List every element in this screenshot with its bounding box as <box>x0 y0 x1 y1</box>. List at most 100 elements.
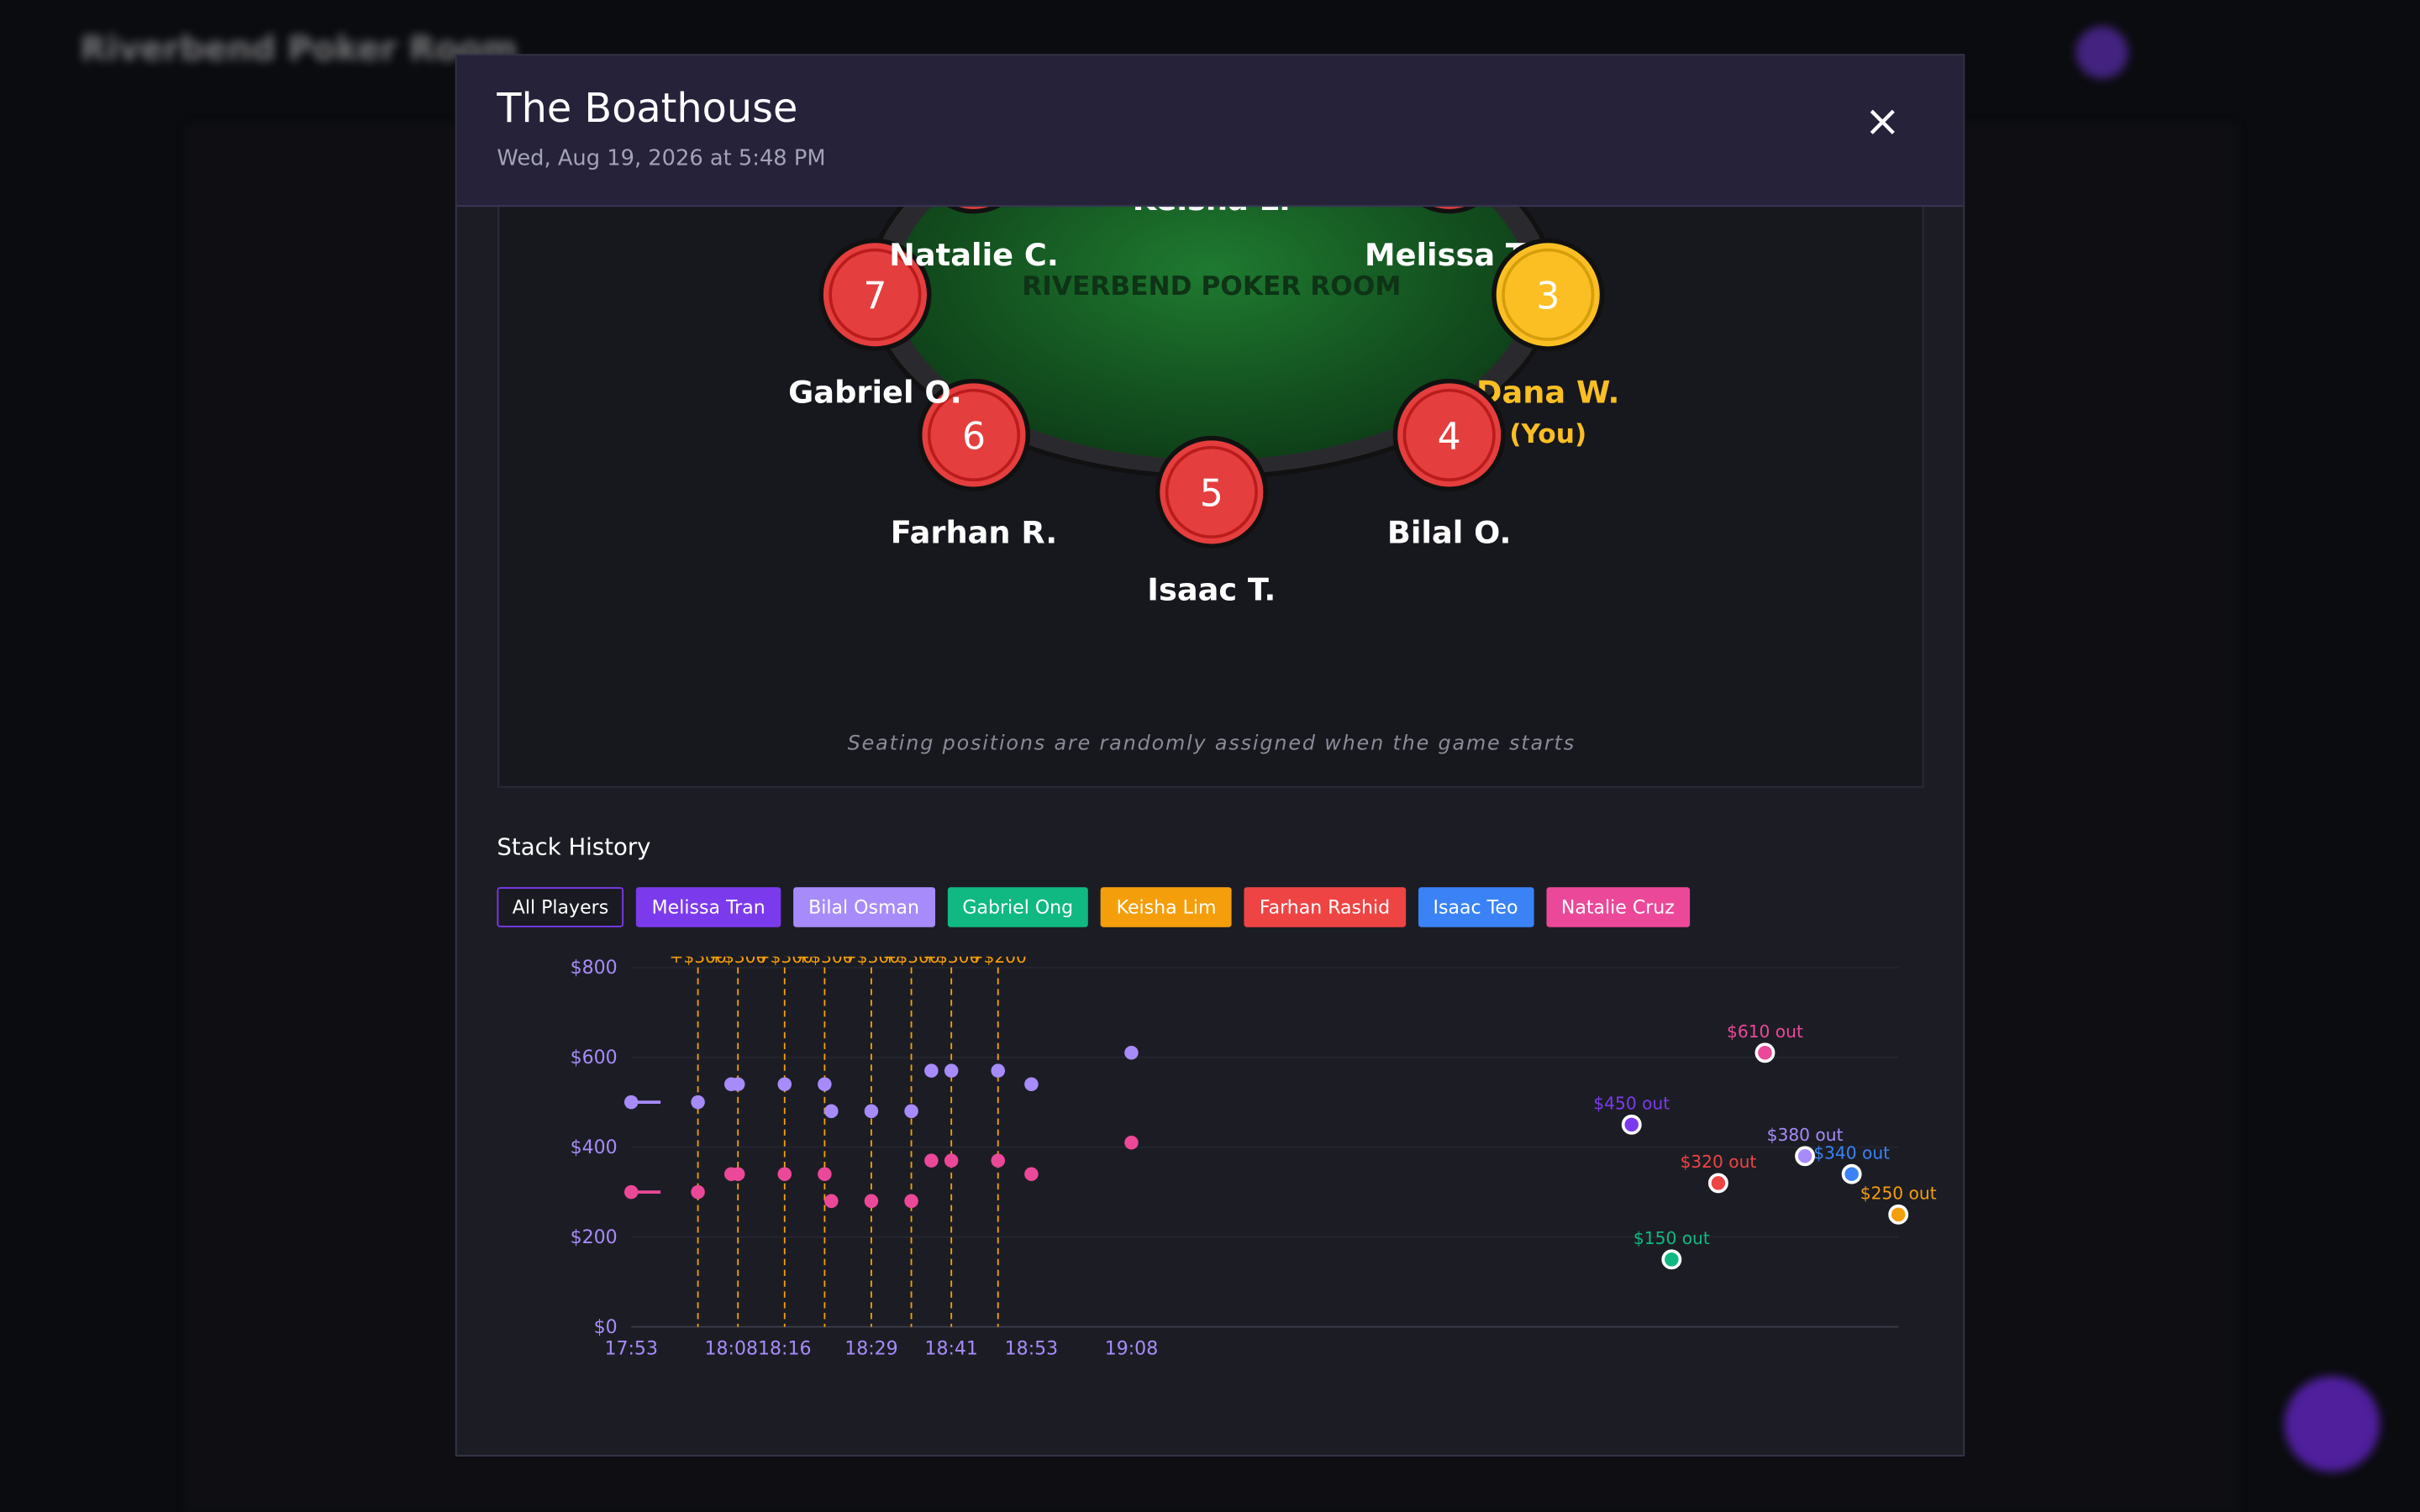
site-title: Riverbend Poker Room <box>80 30 518 70</box>
rebuy-label: +$300 <box>796 947 853 967</box>
stack-point <box>924 1153 939 1168</box>
seat-name: Isaac T. <box>1147 571 1276 607</box>
seat <box>818 238 932 351</box>
stack-point <box>730 1167 745 1181</box>
stack-point <box>991 1063 1006 1078</box>
rebuy-label: +$300 <box>709 947 766 967</box>
stack-point <box>623 1095 639 1110</box>
stack-point <box>777 1167 792 1181</box>
seat-name: Dana W. <box>1476 374 1619 410</box>
stack-point <box>924 1063 939 1078</box>
stack-point <box>1124 1046 1139 1060</box>
seat <box>1491 238 1605 351</box>
stack-point <box>777 1077 792 1091</box>
stack-point <box>1024 1077 1039 1091</box>
filter-button[interactable]: Melissa Tran <box>636 887 781 927</box>
cash-out-label: $380 out <box>1767 1125 1844 1145</box>
seat-ring <box>829 248 922 341</box>
cash-out-point <box>1661 1249 1682 1270</box>
y-tick-label: $800 <box>571 958 618 979</box>
seat-ring <box>1165 445 1258 539</box>
modal-title: The Boathouse <box>497 86 798 133</box>
close-button[interactable]: × <box>1864 95 1901 147</box>
seat <box>917 378 1031 492</box>
seat-ring <box>1402 388 1496 482</box>
filter-button[interactable]: Isaac Teo <box>1418 887 1534 927</box>
rebuy-label: +$300 <box>882 947 939 967</box>
seat-ring <box>1502 248 1595 341</box>
seat-number: 5 <box>1200 472 1223 515</box>
cash-out-label: $320 out <box>1680 1152 1756 1172</box>
x-tick-label: 19:08 <box>1105 1339 1158 1360</box>
cash-out-point <box>1754 1042 1776 1063</box>
seat-name: Gabriel O. <box>788 374 962 410</box>
modal-subtitle: Wed, Aug 19, 2026 at 5:48 PM <box>497 146 826 171</box>
cash-out-label: $450 out <box>1593 1093 1670 1113</box>
cash-out-label: $340 out <box>1813 1142 1890 1163</box>
x-tick-label: 18:41 <box>924 1339 978 1360</box>
y-tick-label: $400 <box>571 1137 618 1158</box>
stack-point <box>1024 1167 1039 1181</box>
modal-body: RIVERBEND POKER ROOM1Keisha L.2Melissa T… <box>497 181 1937 1360</box>
stack-point <box>904 1104 918 1119</box>
cash-out-point <box>1888 1204 1909 1225</box>
filter-button[interactable]: Natalie Cruz <box>1545 887 1691 927</box>
filter-button[interactable]: Gabriel Ong <box>947 887 1089 927</box>
stack-point <box>691 1095 705 1110</box>
avatar <box>2075 26 2128 79</box>
felt-text: RIVERBEND POKER ROOM <box>1022 271 1401 302</box>
x-tick-label: 18:08 <box>705 1339 759 1360</box>
filters: All Players Melissa Tran Bilal Osman Gabrie… <box>497 887 1691 927</box>
stack-point <box>944 1153 959 1168</box>
cash-out-point <box>1841 1163 1862 1184</box>
x-tick-label: 17:53 <box>604 1339 658 1360</box>
rebuy-label: +$300 <box>669 947 726 967</box>
stack-point <box>824 1104 839 1119</box>
stack-point <box>991 1153 1006 1168</box>
seat-name: Farhan R. <box>891 515 1058 551</box>
chat-button <box>2284 1376 2381 1473</box>
stack-point <box>818 1167 832 1181</box>
seat-name: Keisha L. <box>1133 181 1291 218</box>
seat-number: 6 <box>962 415 986 458</box>
seat-number: 3 <box>1536 275 1560 318</box>
filter-button[interactable]: Farhan Rashid <box>1244 887 1406 927</box>
seat <box>1392 378 1506 492</box>
stack-point <box>864 1104 879 1119</box>
seat-ring <box>927 388 1021 482</box>
stack-point <box>623 1184 639 1200</box>
seating-note: Seating positions are randomly assigned … <box>848 732 1576 755</box>
stack-point <box>818 1077 832 1091</box>
y-tick-label: $0 <box>594 1317 618 1338</box>
seat-number: 7 <box>863 275 886 318</box>
x-tick-label: 18:53 <box>1005 1339 1058 1360</box>
cash-out-point <box>1795 1146 1816 1167</box>
table-felt <box>895 205 1528 460</box>
rebuy-label: +$200 <box>970 947 1027 967</box>
rebuy-label: +$300 <box>843 947 900 967</box>
cash-out-label: $250 out <box>1860 1183 1937 1203</box>
seat-number: 4 <box>1438 415 1461 458</box>
x-tick-label: 18:16 <box>758 1339 812 1360</box>
cash-out-label: $150 out <box>1634 1228 1710 1248</box>
stack-point <box>864 1194 879 1209</box>
cash-out-label: $610 out <box>1727 1021 1803 1042</box>
filter-button[interactable]: All Players <box>497 887 624 927</box>
filter-button[interactable]: Keisha Lim <box>1101 887 1232 927</box>
section-title: Stack History <box>497 832 651 861</box>
modal: The Boathouse Wed, Aug 19, 2026 at 5:48 … <box>455 54 1965 1457</box>
cash-out-point <box>1707 1173 1728 1194</box>
y-tick-label: $200 <box>571 1227 618 1248</box>
cash-out-point <box>1621 1114 1642 1135</box>
y-tick-label: $600 <box>571 1047 618 1068</box>
seat-name: Natalie C. <box>889 237 1059 273</box>
stack-point <box>904 1194 918 1209</box>
seat-name: Bilal O. <box>1387 515 1512 551</box>
filter-button[interactable]: Bilal Osman <box>792 887 935 927</box>
modal-header: The Boathouse Wed, Aug 19, 2026 at 5:48 … <box>456 55 1964 207</box>
stack-point <box>730 1077 745 1091</box>
stack-point <box>944 1063 959 1078</box>
stack-point <box>1124 1135 1139 1150</box>
